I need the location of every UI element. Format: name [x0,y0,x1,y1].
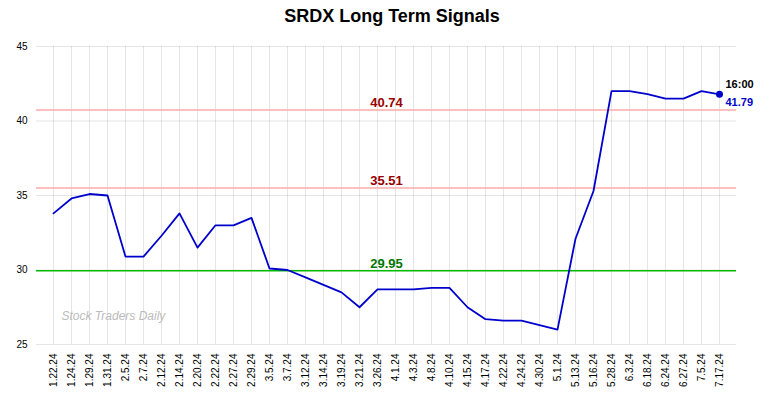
svg-text:45: 45 [16,41,28,52]
svg-text:7.5.24: 7.5.24 [696,353,707,381]
svg-text:2.22.24: 2.22.24 [210,353,221,387]
svg-text:5.16.24: 5.16.24 [588,353,599,387]
svg-text:4.15.24: 4.15.24 [462,353,473,387]
svg-text:3.14.24: 3.14.24 [318,353,329,387]
svg-text:1.29.24: 1.29.24 [84,353,95,387]
html-text:SRDX Long Term Signals: SRDX Long Term Signals [284,6,500,26]
svg-text:3.7.24: 3.7.24 [282,353,293,381]
svg-text:2.12.24: 2.12.24 [156,353,167,387]
svg-text:4.17.24: 4.17.24 [480,353,491,387]
svg-text:1.24.24: 1.24.24 [66,353,77,387]
svg-text:16:00: 16:00 [726,78,754,90]
svg-text:29.95: 29.95 [370,256,403,271]
svg-text:5.28.24: 5.28.24 [606,353,617,387]
svg-text:4.22.24: 4.22.24 [498,353,509,387]
svg-text:2.7.24: 2.7.24 [138,353,149,381]
svg-text:6.27.24: 6.27.24 [678,353,689,387]
svg-text:7.17.24: 7.17.24 [714,353,725,387]
svg-text:4.24.24: 4.24.24 [516,353,527,387]
svg-text:2.27.24: 2.27.24 [228,353,239,387]
svg-text:2.14.24: 2.14.24 [174,353,185,387]
svg-text:3.19.24: 3.19.24 [336,353,347,387]
svg-text:25: 25 [16,339,28,350]
svg-text:3.12.24: 3.12.24 [300,353,311,387]
svg-text:3.5.24: 3.5.24 [264,353,275,381]
svg-text:35: 35 [16,190,28,201]
svg-text:4.30.24: 4.30.24 [534,353,545,387]
svg-text:2.5.24: 2.5.24 [120,353,131,381]
svg-text:4.8.24: 4.8.24 [426,353,437,381]
svg-text:35.51: 35.51 [370,173,403,188]
svg-text:41.79: 41.79 [726,96,754,108]
svg-text:5.13.24: 5.13.24 [570,353,581,387]
svg-text:30: 30 [16,264,28,275]
svg-text:3.26.24: 3.26.24 [372,353,383,387]
svg-text:4.3.24: 4.3.24 [408,353,419,381]
svg-text:1.31.24: 1.31.24 [102,353,113,387]
svg-text:4.1.24: 4.1.24 [390,353,401,381]
svg-text:6.3.24: 6.3.24 [624,353,635,381]
svg-text:1.22.24: 1.22.24 [48,353,59,387]
svg-text:4.10.24: 4.10.24 [444,353,455,387]
svg-text:2.29.24: 2.29.24 [246,353,257,387]
svg-text:6.18.24: 6.18.24 [642,353,653,387]
svg-text:6.24.24: 6.24.24 [660,353,671,387]
svg-text:2.20.24: 2.20.24 [192,353,203,387]
svg-text:40: 40 [16,115,28,126]
svg-text:3.21.24: 3.21.24 [354,353,365,387]
svg-text:Stock Traders Daily: Stock Traders Daily [62,309,167,323]
svg-text:5.1.24: 5.1.24 [552,353,563,381]
svg-text:40.74: 40.74 [370,95,403,110]
